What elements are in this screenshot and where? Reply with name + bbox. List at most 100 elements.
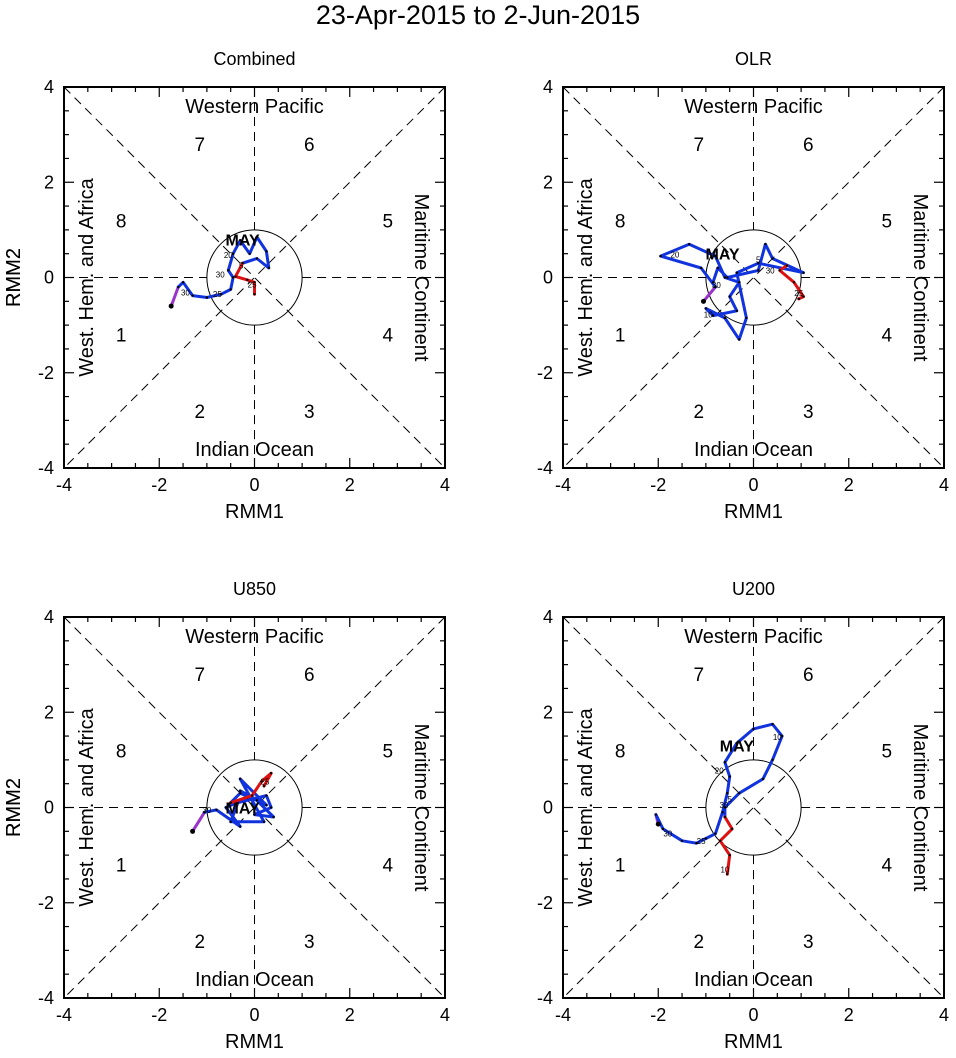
panel-combined: Combined Western Pacific Indian Ocean West.… (3, 49, 450, 523)
region-label-left: West. Hem. and Africa (575, 177, 597, 376)
x-tick-label: 0 (249, 475, 259, 495)
phase-number-4: 4 (882, 856, 893, 877)
trajectory-point (757, 262, 760, 265)
trajectory-point (752, 727, 755, 731)
day-label: 25 (697, 837, 706, 846)
panel-u200: U200 Western Pacific Indian Ocean West. Hem… (3, 579, 949, 1053)
phase-number-3: 3 (304, 932, 315, 953)
trajectory-point (262, 820, 266, 823)
trajectory-point (265, 803, 268, 807)
trajectory-point (255, 257, 259, 260)
trajectory-point (730, 827, 734, 831)
phase-number-7: 7 (693, 665, 704, 686)
region-label-bottom: Indian Ocean (694, 439, 813, 461)
x-tick-label: 4 (939, 1005, 949, 1025)
trajectory-point (177, 285, 180, 289)
trajectory-point (738, 338, 741, 341)
trajectory-point (778, 269, 781, 272)
x-tick-label: -2 (650, 1005, 666, 1025)
trajectory-point (229, 820, 232, 823)
month-label-may: MAY (705, 247, 739, 264)
trajectory-point (688, 242, 691, 246)
region-label-left: West. Hem. and Africa (575, 707, 597, 906)
y-tick-label: 4 (543, 77, 553, 97)
y-tick-label: 0 (543, 798, 553, 818)
phase-number-6: 6 (304, 665, 315, 686)
day-label: 10 (704, 311, 713, 320)
trajectory-point (723, 761, 727, 764)
x-axis-label: RMM1 (724, 501, 783, 523)
y-tick-label: 4 (44, 607, 54, 627)
phase-number-3: 3 (803, 932, 814, 953)
month-label-may: MAY (720, 739, 754, 756)
trajectory-point (728, 295, 731, 298)
phase-number-2: 2 (194, 402, 205, 423)
start-marker (655, 821, 661, 827)
y-tick-label: -2 (38, 893, 54, 913)
phase-number-7: 7 (194, 665, 205, 686)
amplitude-one-circle (705, 229, 802, 326)
trajectory-point (253, 281, 256, 284)
region-label-bottom: Indian Ocean (195, 439, 314, 461)
region-label-bottom: Indian Ocean (195, 969, 314, 991)
trajectory-point (704, 837, 708, 840)
y-axis-label: RMM2 (3, 248, 25, 307)
region-label-top: Western Pacific (684, 626, 823, 648)
region-label-top: Western Pacific (185, 626, 324, 648)
day-label: 30 (202, 806, 211, 815)
trajectory-point (726, 276, 729, 279)
trajectory-point (265, 794, 268, 797)
x-tick-label: 2 (844, 475, 854, 495)
trajectory-point (714, 832, 717, 835)
trajectory-point (728, 853, 731, 857)
trajectory-point (234, 275, 237, 278)
trajectory-point (248, 252, 251, 255)
start-marker (168, 303, 174, 309)
phase-number-7: 7 (194, 135, 205, 156)
day-label: 25 (261, 777, 270, 786)
amplitude-one-circle (206, 759, 303, 856)
day-label: 20 (224, 251, 233, 260)
day-label: 25 (794, 289, 803, 298)
phase-number-8: 8 (116, 741, 127, 762)
x-tick-label: 2 (345, 475, 355, 495)
trajectory-point (269, 772, 273, 775)
trajectory-point (253, 813, 256, 816)
y-tick-label: 2 (44, 172, 54, 192)
trajectory-point (802, 271, 805, 274)
trajectory-point (771, 257, 774, 260)
phase-number-8: 8 (116, 211, 127, 232)
amplitude-one-circle (705, 759, 802, 856)
trajectory-point (191, 294, 194, 297)
trajectory-point (723, 276, 727, 279)
x-tick-label: 2 (844, 1005, 854, 1025)
region-label-left: West. Hem. and Africa (76, 177, 98, 376)
panel-title: U200 (732, 579, 775, 599)
x-tick-label: -2 (151, 475, 167, 495)
trajectory-point (723, 316, 727, 320)
trajectory-point (726, 872, 729, 876)
trajectory-point (229, 801, 232, 804)
day-label: 30 (181, 289, 190, 298)
trajectory-point (711, 314, 715, 317)
trajectory-point (738, 281, 741, 284)
y-axis-label: RMM2 (3, 778, 25, 837)
phase-number-4: 4 (383, 326, 394, 347)
trajectory-point (255, 799, 259, 802)
trajectory-point (239, 777, 242, 781)
trajectory-april (191, 810, 206, 833)
region-label-right: Maritime Continent (909, 194, 931, 362)
trajectory-point (231, 276, 235, 279)
y-tick-label: -2 (38, 363, 54, 383)
phase-number-8: 8 (615, 741, 626, 762)
day-label: 30 (216, 271, 225, 280)
start-marker (700, 298, 706, 304)
region-label-top: Western Pacific (185, 96, 324, 118)
x-tick-label: -4 (56, 1005, 72, 1025)
phase-number-5: 5 (882, 741, 893, 762)
trajectory-point (718, 839, 722, 843)
region-label-right: Maritime Continent (909, 724, 931, 892)
phase-number-3: 3 (803, 402, 814, 423)
trajectory-point (215, 808, 218, 812)
trajectory-point (181, 281, 185, 284)
